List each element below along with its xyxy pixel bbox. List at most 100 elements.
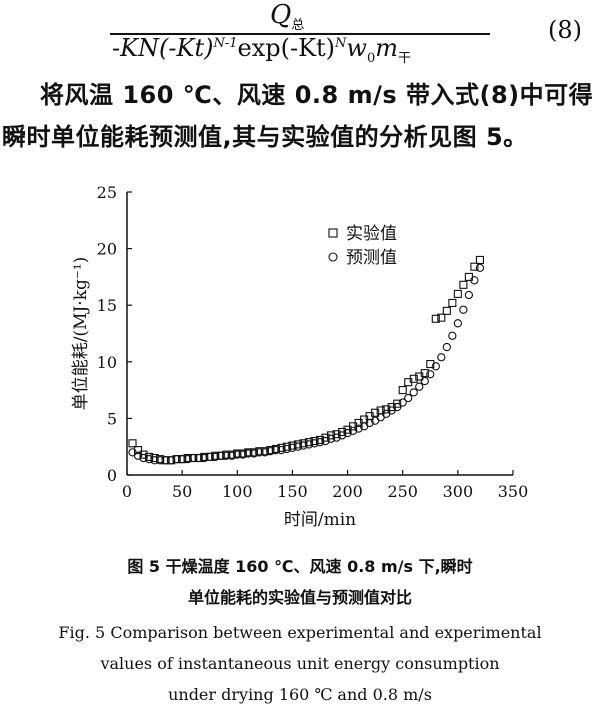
figure-caption-en-1: Fig. 5 Comparison between experimental a… <box>58 623 542 642</box>
predicted-point <box>183 455 192 464</box>
y-tick-label: 5 <box>107 409 117 428</box>
experimental-point <box>475 255 484 264</box>
predicted-point <box>144 455 154 464</box>
predicted-point <box>189 453 198 463</box>
experimental-point <box>431 314 440 323</box>
experimental-point <box>382 405 391 414</box>
predicted-point <box>337 431 347 440</box>
predicted-point <box>260 448 270 457</box>
chart-marks <box>128 255 485 465</box>
x-tick-label: 200 <box>332 482 363 501</box>
experimental-point <box>338 427 347 437</box>
experimental-point <box>420 369 429 378</box>
predicted-point <box>459 305 468 314</box>
predicted-point <box>293 442 303 451</box>
energy-consumption-chart: 0 50 100 150 200 250 300 350 0 5 10 15 20 25 时间/min 单位能… <box>71 183 528 530</box>
predicted-point <box>161 456 170 465</box>
predicted-point <box>166 456 176 465</box>
predicted-point <box>398 398 407 407</box>
y-axis-label: 单位能耗/(MJ·kg⁻¹) <box>71 257 91 411</box>
predicted-point <box>155 456 165 465</box>
experimental-point <box>393 399 402 408</box>
experimental-point <box>332 430 341 439</box>
y-tick-label: 15 <box>97 296 117 315</box>
x-tick-label: 250 <box>387 482 418 501</box>
experimental-point <box>128 439 137 448</box>
experimental-point <box>426 360 435 369</box>
experimental-point <box>321 433 330 442</box>
legend-circle-marker <box>328 252 338 262</box>
predicted-point <box>315 438 325 447</box>
equation-number: (8) <box>548 16 582 44</box>
equation-denominator: -KN(-Kt)N-1exp(-Kt)Nw0m干 <box>112 34 411 66</box>
fraction-bar <box>110 33 490 35</box>
predicted-point <box>321 436 330 446</box>
experimental-point <box>277 443 286 452</box>
experimental-point <box>409 374 418 383</box>
chart-axes: 0 50 100 150 200 250 300 350 0 5 10 15 20 25 时间/min 单位能… <box>71 183 528 530</box>
equation-numerator: Q总 <box>270 0 305 34</box>
predicted-point <box>255 448 264 457</box>
predicted-point <box>211 452 220 462</box>
predicted-point <box>437 353 446 362</box>
predicted-point <box>238 450 247 459</box>
predicted-point <box>194 453 203 463</box>
experimental-point <box>326 431 336 440</box>
experimental-point <box>437 313 446 322</box>
predicted-point <box>249 449 258 458</box>
predicted-point <box>420 376 429 386</box>
x-tick-label: 0 <box>122 482 132 501</box>
predicted-point <box>266 447 275 456</box>
legend-label: 实验值 <box>346 224 397 244</box>
x-tick-label: 350 <box>498 482 529 501</box>
predicted-point <box>233 450 242 459</box>
experimental-point <box>448 298 457 307</box>
figure-caption-en-3: under drying 160 ℃ and 0.8 m/s <box>168 685 432 704</box>
x-axis-label: 时间/min <box>284 510 356 530</box>
y-tick-label: 20 <box>97 240 117 259</box>
legend-label: 预测值 <box>346 248 397 268</box>
predicted-point <box>415 382 424 391</box>
predicted-point <box>139 453 148 463</box>
predicted-point <box>464 290 474 300</box>
predicted-point <box>150 456 159 465</box>
predicted-point <box>431 362 440 371</box>
x-tick-label: 100 <box>222 482 253 501</box>
predicted-point <box>277 445 286 455</box>
predicted-point <box>393 402 402 412</box>
predicted-point <box>326 434 336 443</box>
experimental-point <box>150 453 159 463</box>
predicted-point <box>354 424 363 433</box>
experimental-point <box>442 306 451 315</box>
predicted-point <box>216 451 225 460</box>
predicted-point <box>453 319 463 328</box>
predicted-point <box>244 449 253 458</box>
experimental-point <box>133 446 143 455</box>
predicted-point <box>222 451 231 460</box>
predicted-point <box>343 428 352 438</box>
predicted-point <box>227 451 236 460</box>
y-tick-label: 25 <box>97 183 117 202</box>
predicted-point <box>172 455 181 464</box>
y-tick-label: 10 <box>97 353 117 372</box>
legend-square-marker <box>328 228 338 238</box>
predicted-point <box>348 426 358 436</box>
experimental-point <box>371 408 380 417</box>
experimental-point <box>398 386 407 395</box>
predicted-point <box>205 452 214 462</box>
figure-caption-en-2: values of instantaneous unit energy cons… <box>100 654 500 673</box>
predicted-point <box>299 441 308 450</box>
predicted-point <box>442 342 451 352</box>
predicted-point <box>332 433 341 442</box>
predicted-point <box>271 445 281 455</box>
x-tick-label: 50 <box>172 482 192 501</box>
predicted-point <box>448 331 457 340</box>
predicted-point <box>288 443 297 452</box>
figure-caption-cn-2: 单位能耗的实验值与预测值对比 <box>187 588 412 607</box>
x-tick-label: 300 <box>443 482 474 501</box>
x-tick-label: 150 <box>277 482 308 501</box>
predicted-point <box>304 440 314 449</box>
body-text-line-2: 瞬时单位能耗预测值,其与实验值的分析见图 5。 <box>2 123 528 151</box>
predicted-point <box>404 393 413 403</box>
body-text-line-1: 将风温 160 ℃、风速 0.8 m/s 带入式(8)中可得 <box>40 81 594 109</box>
